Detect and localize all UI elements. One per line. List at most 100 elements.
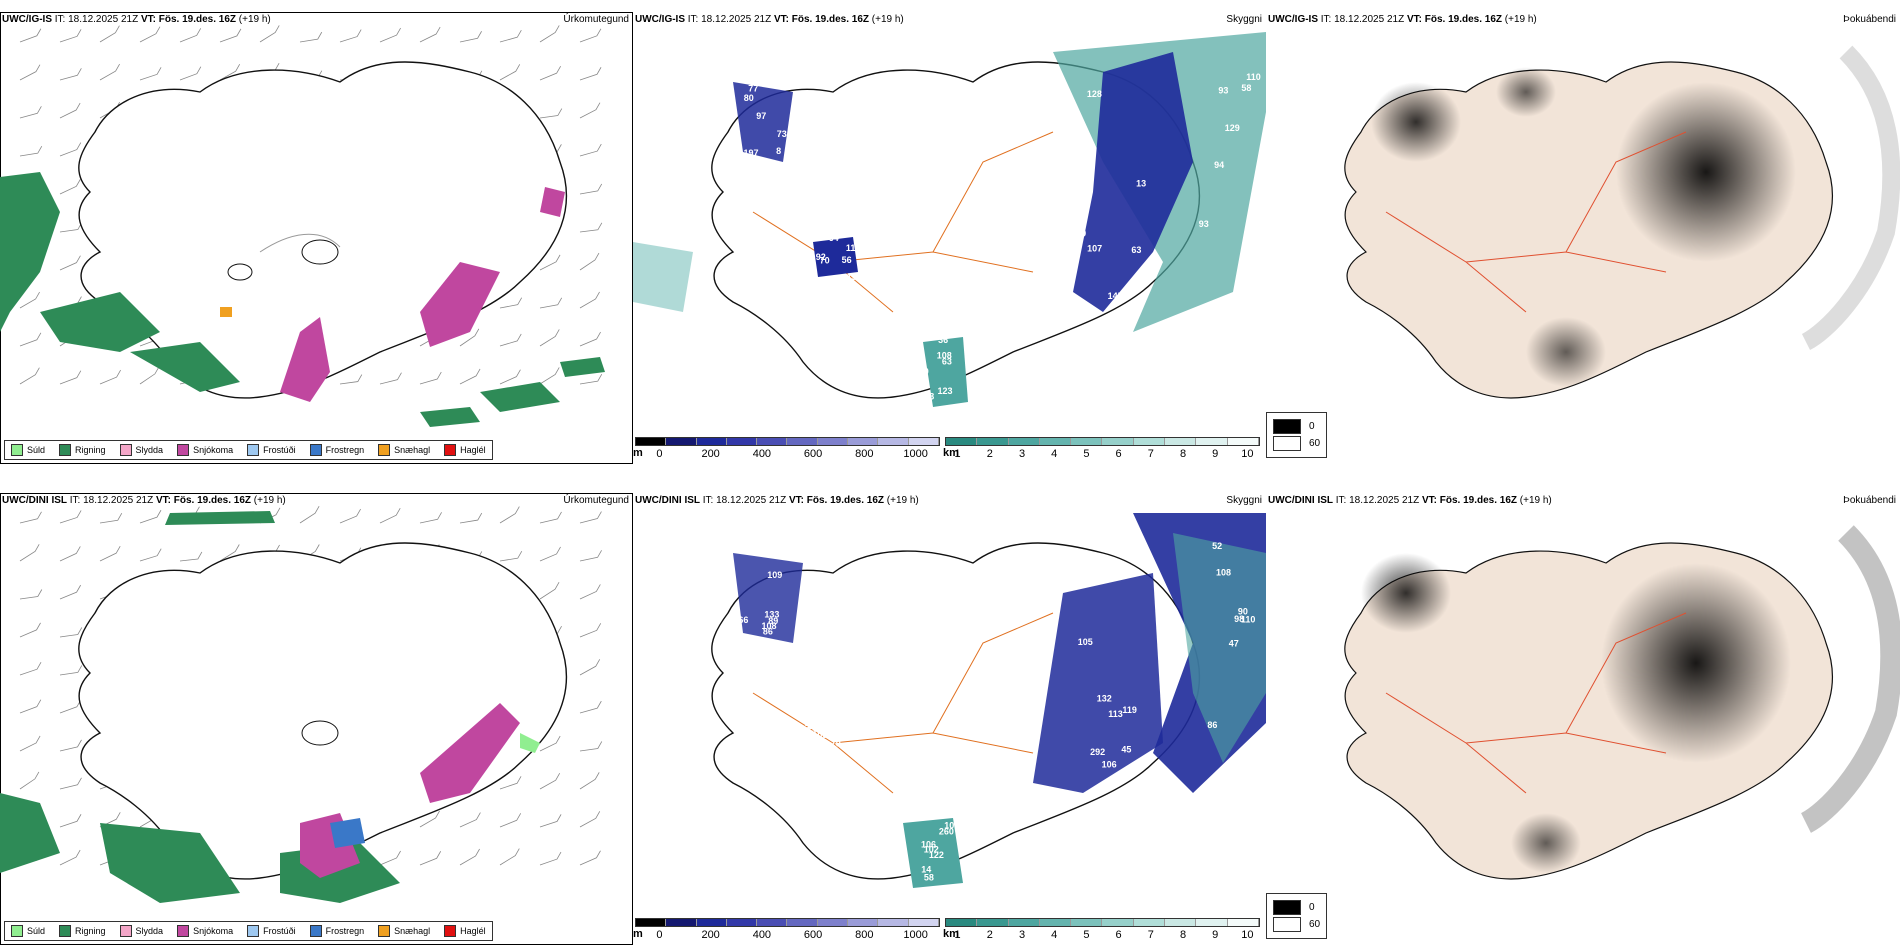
legend-item: Snjókoma <box>177 925 233 937</box>
scale-tick-label: 1000 <box>903 448 928 460</box>
wind-barb <box>539 581 560 600</box>
wind-barb <box>459 512 483 524</box>
visibility-header-top: UWC/IG-IS IT: 18.12.2025 21Z VT: Fös. 19… <box>635 14 904 25</box>
legend-item: Haglél <box>444 925 486 937</box>
wind-barb <box>579 373 603 385</box>
scale-swatch <box>696 438 727 445</box>
precip-map-bottom <box>0 506 603 903</box>
wind-barb <box>219 28 242 43</box>
wind-barb <box>59 510 82 524</box>
visibility-value-label: 113 <box>1108 709 1123 719</box>
visibility-value-label: 92 <box>816 252 826 262</box>
visibility-value-label: 56 <box>842 255 852 265</box>
visibility-value-label: 66 <box>738 615 748 625</box>
scale-swatch <box>757 919 788 926</box>
wind-barb <box>459 328 480 347</box>
wind-barb <box>539 367 560 385</box>
visibility-value-label: 89 <box>768 616 778 626</box>
wind-barb <box>59 546 81 562</box>
visibility-header-bottom: UWC/DINI ISL IT: 18.12.2025 21Z VT: Fös.… <box>635 495 919 506</box>
wind-barb <box>59 814 82 828</box>
visibility-value-label: 63 <box>1131 245 1141 255</box>
precip-legend-bottom: Súld Rigning Slydda Snjókoma Frostúði Fr… <box>4 921 493 941</box>
wind-barb <box>379 27 401 43</box>
scale-tick-label: 8 <box>1179 929 1187 941</box>
scale-swatch <box>1165 438 1197 445</box>
scale-swatch <box>878 438 909 445</box>
precip-legend-top: Súld Rigning Slydda Snjókoma Frostúði Fr… <box>4 440 493 460</box>
panel-frame <box>0 493 633 945</box>
visibility-value-label: 63 <box>942 357 952 367</box>
scale-swatch <box>946 919 978 926</box>
wind-barb <box>219 63 241 81</box>
wind-barb <box>59 68 82 81</box>
wind-barb <box>539 297 563 309</box>
wind-barb <box>579 331 601 347</box>
scale-swatch <box>666 438 697 445</box>
visibility-value-label: 192 <box>847 272 862 282</box>
fog-header-bottom: UWC/DINI ISL IT: 18.12.2025 21Z VT: Fös.… <box>1268 495 1552 506</box>
wind-barb <box>579 850 601 866</box>
visibility-value-label: 64 <box>829 233 839 243</box>
wind-barb <box>419 26 441 43</box>
wind-barb <box>19 291 40 309</box>
wind-barb <box>19 145 43 157</box>
visibility-value-label: 98 <box>1234 614 1244 624</box>
wind-barb <box>579 772 600 790</box>
visibility-value-label: 110 <box>1241 615 1256 625</box>
wind-barb <box>379 372 402 385</box>
scale-swatch <box>666 919 697 926</box>
fog-map-top <box>1344 45 1900 399</box>
scale-swatch <box>1165 919 1197 926</box>
wind-barb <box>299 31 323 43</box>
visibility-value-label: 77 <box>748 84 758 94</box>
wind-barb <box>19 699 42 714</box>
wind-barb <box>19 589 43 600</box>
wind-barb <box>19 106 42 119</box>
legend-item: Súld <box>11 444 45 456</box>
scale-swatch <box>1227 438 1259 445</box>
wind-barb <box>579 67 602 81</box>
legend-item: Rigning <box>59 444 106 456</box>
wind-barb <box>539 65 561 81</box>
scale-swatch <box>1071 919 1103 926</box>
wind-barb <box>59 255 81 271</box>
legend-item: Súld <box>11 925 45 937</box>
scale-tick-label: 8 <box>1179 448 1187 460</box>
scale-swatch <box>908 438 939 445</box>
scale-swatch <box>1008 438 1040 445</box>
visibility-value-label: 97 <box>756 111 766 121</box>
visibility-value-label: 145 <box>1108 291 1123 301</box>
height-scale-bottom: 0 200 400 600 800 1000 m <box>633 918 940 943</box>
wind-barb <box>99 63 120 81</box>
scale-tick-label: 600 <box>803 929 823 941</box>
wind-barb <box>59 849 81 866</box>
wind-barb <box>19 662 42 676</box>
wind-barb <box>419 371 442 385</box>
scale-tick-label: 800 <box>855 929 874 941</box>
wind-barb <box>579 222 603 233</box>
fog-legend-top: 0 60 <box>1266 412 1328 458</box>
visibility-value-label: 102 <box>924 844 939 854</box>
legend-item: Snjókoma <box>177 444 233 456</box>
wind-barb <box>219 544 240 562</box>
visibility-value-label: 105 <box>1078 637 1093 647</box>
visibility-value-label: 129 <box>1225 123 1240 133</box>
wind-barb <box>19 622 41 638</box>
visibility-value-label: 45 <box>1121 745 1131 755</box>
visibility-title-bottom: Skyggni <box>1226 495 1262 506</box>
scale-tick-label: 6 <box>1115 448 1122 460</box>
wind-barb <box>499 506 520 524</box>
visibility-value-label: 47 <box>1229 639 1239 649</box>
scale-swatch <box>817 919 849 926</box>
wind-barb <box>139 509 162 524</box>
visibility-title-top: Skyggni <box>1226 14 1262 25</box>
visibility-value-label: 90 <box>1238 606 1248 616</box>
wind-barb <box>539 546 561 562</box>
scale-tick-label: 10 <box>1241 929 1254 941</box>
visibility-value-label: 108 <box>1216 568 1231 578</box>
scale-swatch <box>1227 919 1259 926</box>
scale-swatch <box>1133 438 1166 445</box>
scale-swatch <box>636 919 667 926</box>
visibility-value-label: 133 <box>764 610 779 620</box>
